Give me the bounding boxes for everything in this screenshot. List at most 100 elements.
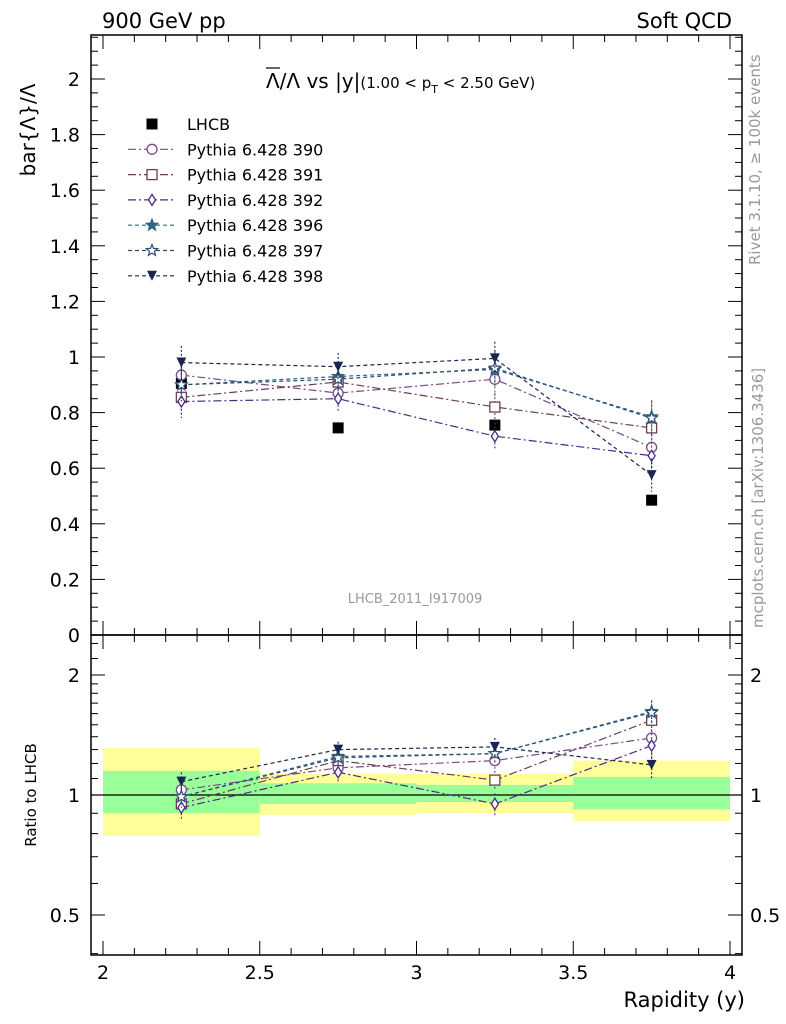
data-point [647,448,656,463]
y-tick-label: 1.6 [50,180,80,202]
title-main: Λ/Λ vs |y| [266,69,360,93]
ratio-y-tick-label-right: 2 [750,665,762,687]
ratio-point [644,704,659,719]
ratio-panel: 0.5 0.5 1 1 2 2 2 2.5 3 3.5 4 Ratio to LHCB Rapidi… [22,634,780,1012]
series-line [181,374,652,448]
header-right: Soft QCD [637,9,732,33]
y-tick-label: 0.4 [50,514,80,536]
uncertainty-band-inner [259,783,417,804]
legend-entry: LHCB [146,115,230,134]
plot-title: Λ/Λ vs |y|(1.00 < pT < 2.50 GeV) [266,67,535,96]
main-panel: 0 0.2 0.4 0.6 0.8 1 1.2 1.4 1.6 1.8 2 LHCB_2011_I9… [16,34,743,647]
ratio-point [647,738,656,753]
x-tick-label: 4 [724,962,736,984]
ratio-point [490,797,500,811]
x-tick-label: 3.5 [558,962,588,984]
legend-label: Pythia 6.428 397 [187,242,323,261]
legend-entry: Pythia 6.428 391 [128,166,323,185]
legend-marker [146,168,158,181]
legend-entry: Pythia 6.428 390 [128,140,323,159]
ratio-series-pythia-6.428-397 [174,701,659,808]
series-line [181,368,652,418]
header-left: 900 GeV pp [102,9,226,33]
series-line [181,398,652,457]
ratio-series-line [181,746,652,783]
main-ylabel: bar{Λ}/Λ [16,83,40,176]
data-point [333,361,344,372]
ratio-point [174,789,189,803]
uncertainty-band-inner [573,776,730,810]
ratio-ylabel: Ratio to LHCB [22,743,40,847]
legend-marker [147,270,157,281]
data-point [646,470,657,481]
ratio-y-tick-label: 1 [68,785,80,807]
series-line [181,357,652,476]
y-tick-label: 0 [68,625,80,647]
data-point [489,401,501,413]
rivet-label: Rivet 3.1.10, ≥ 100k events [746,54,764,265]
legend-marker [146,143,158,155]
ratio-y-tick-label: 2 [68,665,80,687]
legend-marker [144,217,160,232]
legend-marker [144,242,160,257]
x-tick-label: 2 [97,962,109,984]
ratio-series-line [181,712,652,798]
legend-label: Pythia 6.428 396 [187,216,323,235]
ratio-y-tick-label-right: 1 [750,785,762,807]
data-point [490,429,500,443]
ratio-point [330,750,346,764]
ratio-series-pythia-6.428-398 [176,737,657,792]
x-tick-label: 2.5 [245,962,275,984]
data-point [333,391,343,406]
series-line [181,381,652,429]
ratio-series-line [181,745,652,809]
ratio-point [333,744,344,755]
ratio-point [487,745,503,760]
legend: LHCB Pythia 6.428 390 Pythia 6.428 391 Pyth… [128,115,323,286]
svg-text:Λ/Λ vs |y|(1.00 < pT < 2.50 Ge: Λ/Λ vs |y|(1.00 < pT < 2.50 GeV) [266,69,535,96]
series-pythia-6.428-390 [175,358,658,465]
data-point [332,422,344,434]
data-point [489,353,500,364]
legend-label: Pythia 6.428 398 [187,267,323,286]
ratio-point [489,774,501,786]
data-point [644,410,659,425]
legend-entry: Pythia 6.428 397 [128,242,323,261]
y-tick-label: 1.2 [50,291,80,313]
legend-marker [146,118,158,130]
x-tick-label: 3 [410,962,422,984]
legend-entry: Pythia 6.428 396 [128,216,323,235]
ratio-series-line [181,737,652,791]
ratio-y-tick-label-right: 0.5 [750,905,780,927]
y-tick-label: 1.8 [50,125,80,147]
y-tick-label: 0.6 [50,458,80,480]
series-line [181,367,652,419]
ratio-point [489,741,500,752]
ratio-y-tick-label: 0.5 [50,905,80,927]
watermark: LHCB_2011_I917009 [348,592,483,607]
data-point [176,357,187,368]
series-pythia-6.428-391 [175,368,658,442]
ratio-series-line [181,719,652,805]
y-tick-label: 1 [68,347,80,369]
legend-label: Pythia 6.428 392 [187,191,323,210]
legend-entry: Pythia 6.428 398 [128,267,323,286]
legend-label: Pythia 6.428 391 [187,166,323,185]
series-pythia-6.428-398 [176,341,657,492]
ratio-point [176,776,187,787]
title-sub-close: < 2.50 GeV) [438,74,535,92]
series-pythia-6.428-392 [177,384,656,470]
title-sub-T: T [430,83,438,96]
y-tick-label: 0.8 [50,403,80,425]
legend-entry: Pythia 6.428 392 [128,191,323,210]
y-tick-label: 2 [68,69,80,91]
data-point [489,419,501,431]
mcplots-label: mcplots.cern.ch [arXiv:1306.3436] [749,368,767,628]
title-sub-open: (1.00 < p [360,74,431,92]
xlabel: Rapidity (y) [624,988,745,1012]
ratio-series-pythia-6.428-392 [177,733,656,820]
ratio-point [646,759,657,770]
legend-marker [147,193,157,207]
ratio-point [333,765,343,780]
